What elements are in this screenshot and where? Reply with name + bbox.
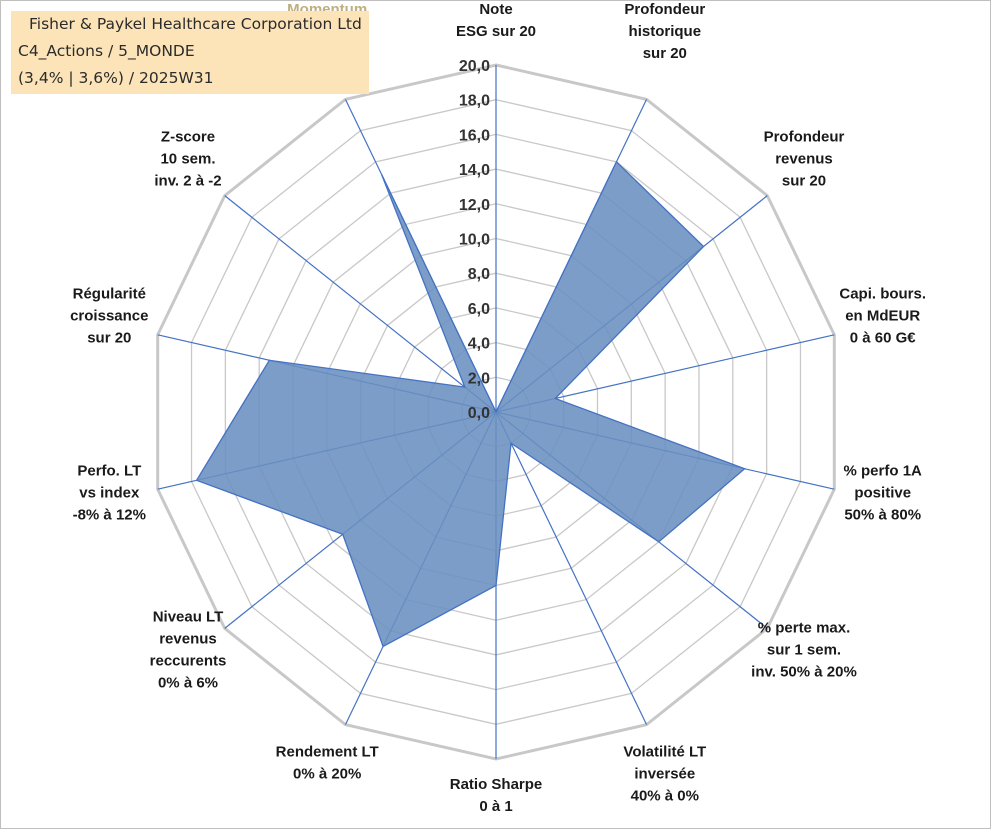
axis-label-line: 10 sem. [160, 150, 215, 167]
tick-label: 0,0 [468, 405, 490, 422]
axis-label: % perte max. sur 1 sem. inv. 50% à 20% [751, 620, 857, 681]
tick-label: 20,0 [459, 58, 490, 75]
tick-label: 8,0 [468, 266, 490, 283]
chart-title: Fisher & Paykel Healthcare Corporation L… [29, 15, 362, 33]
axis-label-line: sur 20 [87, 330, 131, 347]
axis-label-line: Niveau LT [153, 609, 224, 626]
axis-label-line: inv. 2 à -2 [154, 172, 221, 189]
axis-label-line: 0 à 60 G€ [850, 330, 917, 347]
tick-label: 6,0 [468, 301, 490, 318]
axis-label: % perfo 1A positive 50% à 80% [844, 462, 923, 523]
axis-label-line: Volatilité LT [623, 744, 706, 761]
tick-label: 10,0 [459, 232, 490, 249]
axis-label-line: en MdEUR [845, 308, 920, 325]
axis-label-line: vs index [79, 484, 140, 501]
axis-label-line: Profondeur [624, 1, 705, 18]
axis-label: Régularité croissance sur 20 [70, 286, 148, 347]
axis-spoke [495, 411, 648, 725]
series-layer [195, 160, 746, 648]
axis-label-line: sur 20 [782, 172, 826, 189]
axis-label: Volatilité LT inversée 40% à 0% [623, 744, 706, 805]
axis-label-line: 0% à 20% [293, 766, 361, 783]
axis-label: Note ESG sur 20 [456, 1, 536, 40]
axis-label-line: ESG sur 20 [456, 23, 536, 40]
tick-label: 18,0 [459, 93, 490, 110]
axis-label-line: 0 à 1 [479, 798, 512, 815]
tick-label: 16,0 [459, 127, 490, 144]
axis-label-line: croissance [70, 308, 148, 325]
axis-label-line: revenus [159, 631, 217, 648]
axis-label-line: historique [629, 23, 702, 40]
chart-subtitle: C4_Actions / 5_MONDE [18, 42, 195, 60]
axis-label-line: reccurents [150, 653, 227, 670]
axis-label-line: % perte max. [758, 620, 851, 637]
axis-label-line: inv. 50% à 20% [751, 664, 857, 681]
chart-period: (3,4% | 3,6%) / 2025W31 [18, 69, 214, 87]
tick-label: 12,0 [459, 197, 490, 214]
axis-label-line: Capi. bours. [839, 286, 926, 303]
axis-label-line: 40% à 0% [631, 788, 699, 805]
axis-label: Profondeur historique sur 20 [624, 1, 705, 62]
axis-label-line: Ratio Sharpe [450, 776, 543, 793]
tick-label: 2,0 [468, 370, 490, 387]
axis-label: Capi. bours. en MdEUR 0 à 60 G€ [839, 286, 926, 347]
axis-label-line: Rendement LT [276, 744, 379, 761]
tick-label: 4,0 [468, 336, 490, 353]
axis-label-line: % perfo 1A [844, 462, 923, 479]
tick-layer: 0,0 2,0 4,0 6,0 8,0 10,0 12,0 14,0 16,0 18,0 20,0 [459, 58, 490, 422]
axis-label-line: Perfo. LT [77, 462, 141, 479]
title-box: Fisher & Paykel Healthcare Corporation L… [11, 11, 369, 94]
axis-label-line: Régularité [73, 286, 146, 303]
axis-label-line: sur 1 sem. [767, 642, 841, 659]
axis-label: Profondeur revenus sur 20 [764, 128, 845, 189]
axis-label: Niveau LT revenus reccurents 0% à 6% [150, 609, 227, 692]
axis-label-line: Note [479, 1, 512, 18]
axis-label: Rendement LT 0% à 20% [276, 744, 379, 783]
axis-label-line: Profondeur [764, 128, 845, 145]
axis-label-line: 0% à 6% [158, 675, 218, 692]
axis-label: Z-score 10 sem. inv. 2 à -2 [154, 128, 221, 189]
axis-spoke [224, 195, 497, 413]
axis-label: Ratio Sharpe 0 à 1 [450, 776, 543, 815]
axis-label-line: inversée [634, 766, 695, 783]
tick-label: 14,0 [459, 162, 490, 179]
axis-label-line: revenus [775, 150, 833, 167]
axis-label-line: -8% à 12% [73, 506, 146, 523]
axis-label-line: Z-score [161, 128, 215, 145]
axis-label-line: 50% à 80% [844, 506, 921, 523]
axis-label: Perfo. LT vs index -8% à 12% [73, 462, 146, 523]
axis-label-line: positive [854, 484, 911, 501]
axis-label-line: sur 20 [643, 45, 687, 62]
